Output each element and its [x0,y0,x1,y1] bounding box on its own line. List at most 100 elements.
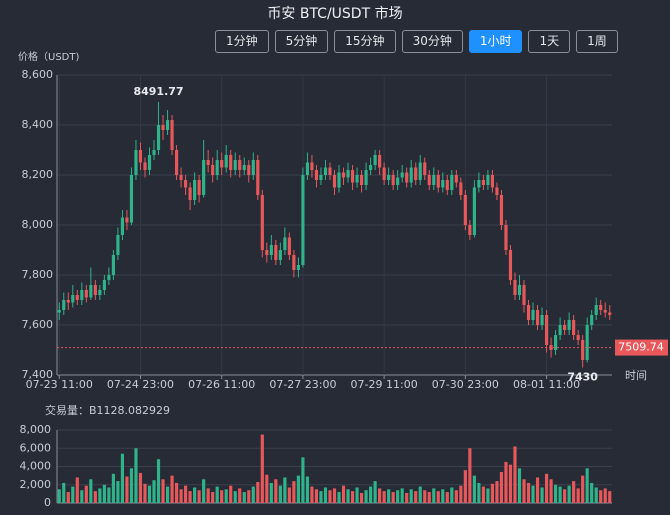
volume-bar [328,490,332,503]
volume-bar [102,484,106,503]
volume-bar [256,482,260,503]
volume-bar [459,485,463,503]
volume-bar [540,487,544,503]
interval-button[interactable]: 30分钟 [401,30,463,53]
candle-body [328,167,332,175]
x-axis-label: 时间 [625,369,647,382]
candle-body [174,150,179,175]
volume-bar [98,488,102,503]
candle-body [93,285,97,295]
volume-bar [292,481,296,503]
y-tick-label: 8,000 [22,218,54,231]
interval-button[interactable]: 1小时 [468,30,523,53]
candle-body [323,167,328,175]
interval-button[interactable]: 5分钟 [274,30,329,53]
candle-body [558,325,562,335]
volume-bar [269,482,273,503]
volume-bar [75,477,79,503]
candle-body [66,300,70,303]
candle-body [211,165,215,175]
volume-bar [319,491,323,503]
volume-bar [184,485,188,503]
candle-body [156,125,161,150]
interval-button[interactable]: 1周 [576,30,618,53]
candle-body [98,290,102,295]
volume-bar [423,490,427,503]
interval-button[interactable]: 1分钟 [215,30,269,53]
volume-bar [80,490,84,503]
volume-bar [350,491,355,503]
volume-bar [332,488,337,503]
volume-bar [125,476,129,503]
volume-bar [287,487,291,503]
candle-body [436,175,440,188]
interval-button[interactable]: 1天 [528,30,571,53]
candle-body [454,175,458,183]
volume-bar [120,453,125,503]
volume-bar [107,487,111,503]
volume-bar [355,487,359,503]
max-label: 8491.77 [133,85,183,98]
candle-body [463,195,467,225]
candle-body [432,175,436,185]
candle-body [161,125,165,130]
volume-bar [143,483,147,503]
volume-bar [472,475,476,503]
volume-bar [531,485,535,503]
volume-bar [152,480,156,503]
volume-bar [174,482,179,503]
volume-bar [116,481,120,503]
volume-bar [165,486,170,503]
candle-body [287,237,291,255]
min-label: 7430 [567,371,598,384]
candle-body [427,175,431,185]
volume-bar [378,488,382,503]
candle-body [75,295,79,300]
candle-body [84,290,88,298]
y-tick-label: 8,600 [22,68,54,81]
y-tick-label: 7,400 [22,368,54,381]
candle-body [71,295,75,303]
candle-body [576,335,580,340]
volume-bar [359,492,364,503]
candle-body [400,172,404,178]
candle-body [567,320,571,330]
volume-bar [156,459,161,503]
candle-body [229,155,233,170]
volume-tick-label: 6,000 [20,441,52,454]
volume-bar [238,488,242,503]
volume-bar [445,492,449,503]
candle-body [499,195,504,225]
candle-body [206,160,210,165]
candle-body [445,180,449,190]
candle-body [513,280,517,295]
candle-body [490,175,495,188]
candle-body [603,310,607,313]
candle-body [251,160,255,175]
volume-bar [364,490,368,503]
candle-body [396,177,400,185]
volume-bar [283,477,287,503]
candle-body [57,310,61,313]
candle-body [193,180,197,200]
volume-bar [229,485,233,503]
candle-body [202,160,206,195]
candle-body [301,175,305,265]
candle-body [481,180,485,185]
candle-body [165,120,170,130]
interval-button[interactable]: 15分钟 [334,30,396,53]
volume-bar [454,490,458,503]
candle-body [129,175,134,223]
candle-body [468,225,472,235]
candle-body [125,217,129,223]
volume-bar [409,489,413,503]
candle-body [472,187,476,235]
y-tick-label: 7,600 [22,318,54,331]
volume-bar [468,448,472,503]
candle-body [364,170,368,185]
volume-bar [310,486,314,503]
volume-bar [84,485,88,503]
candle-body [590,315,594,325]
volume-bar [278,485,282,503]
